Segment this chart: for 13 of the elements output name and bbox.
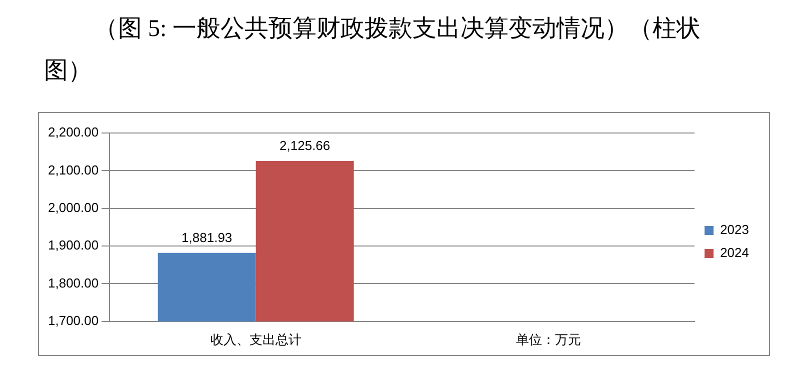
y-tick-label: 1,800.00 [48,275,99,290]
data-label: 2,125.66 [280,138,330,154]
chart-title: （图 5: 一般公共预算财政拨款支出决算变动情况）（柱状图） [44,14,702,86]
y-tick-label: 1,700.00 [48,312,99,328]
data-label: 1,881.93 [182,230,232,245]
y-tick-label: 2,000.00 [48,200,99,215]
x-tick-label: 单位：万元 [516,332,581,347]
y-tick-label: 2,200.00 [48,124,99,140]
y-tick-label: 1,900.00 [48,238,99,253]
legend-label: 2023 [720,222,749,238]
legend-label: 2024 [720,245,749,260]
x-tick-label: 收入、支出总计 [210,332,302,347]
y-tick-label: 2,100.00 [48,162,99,178]
